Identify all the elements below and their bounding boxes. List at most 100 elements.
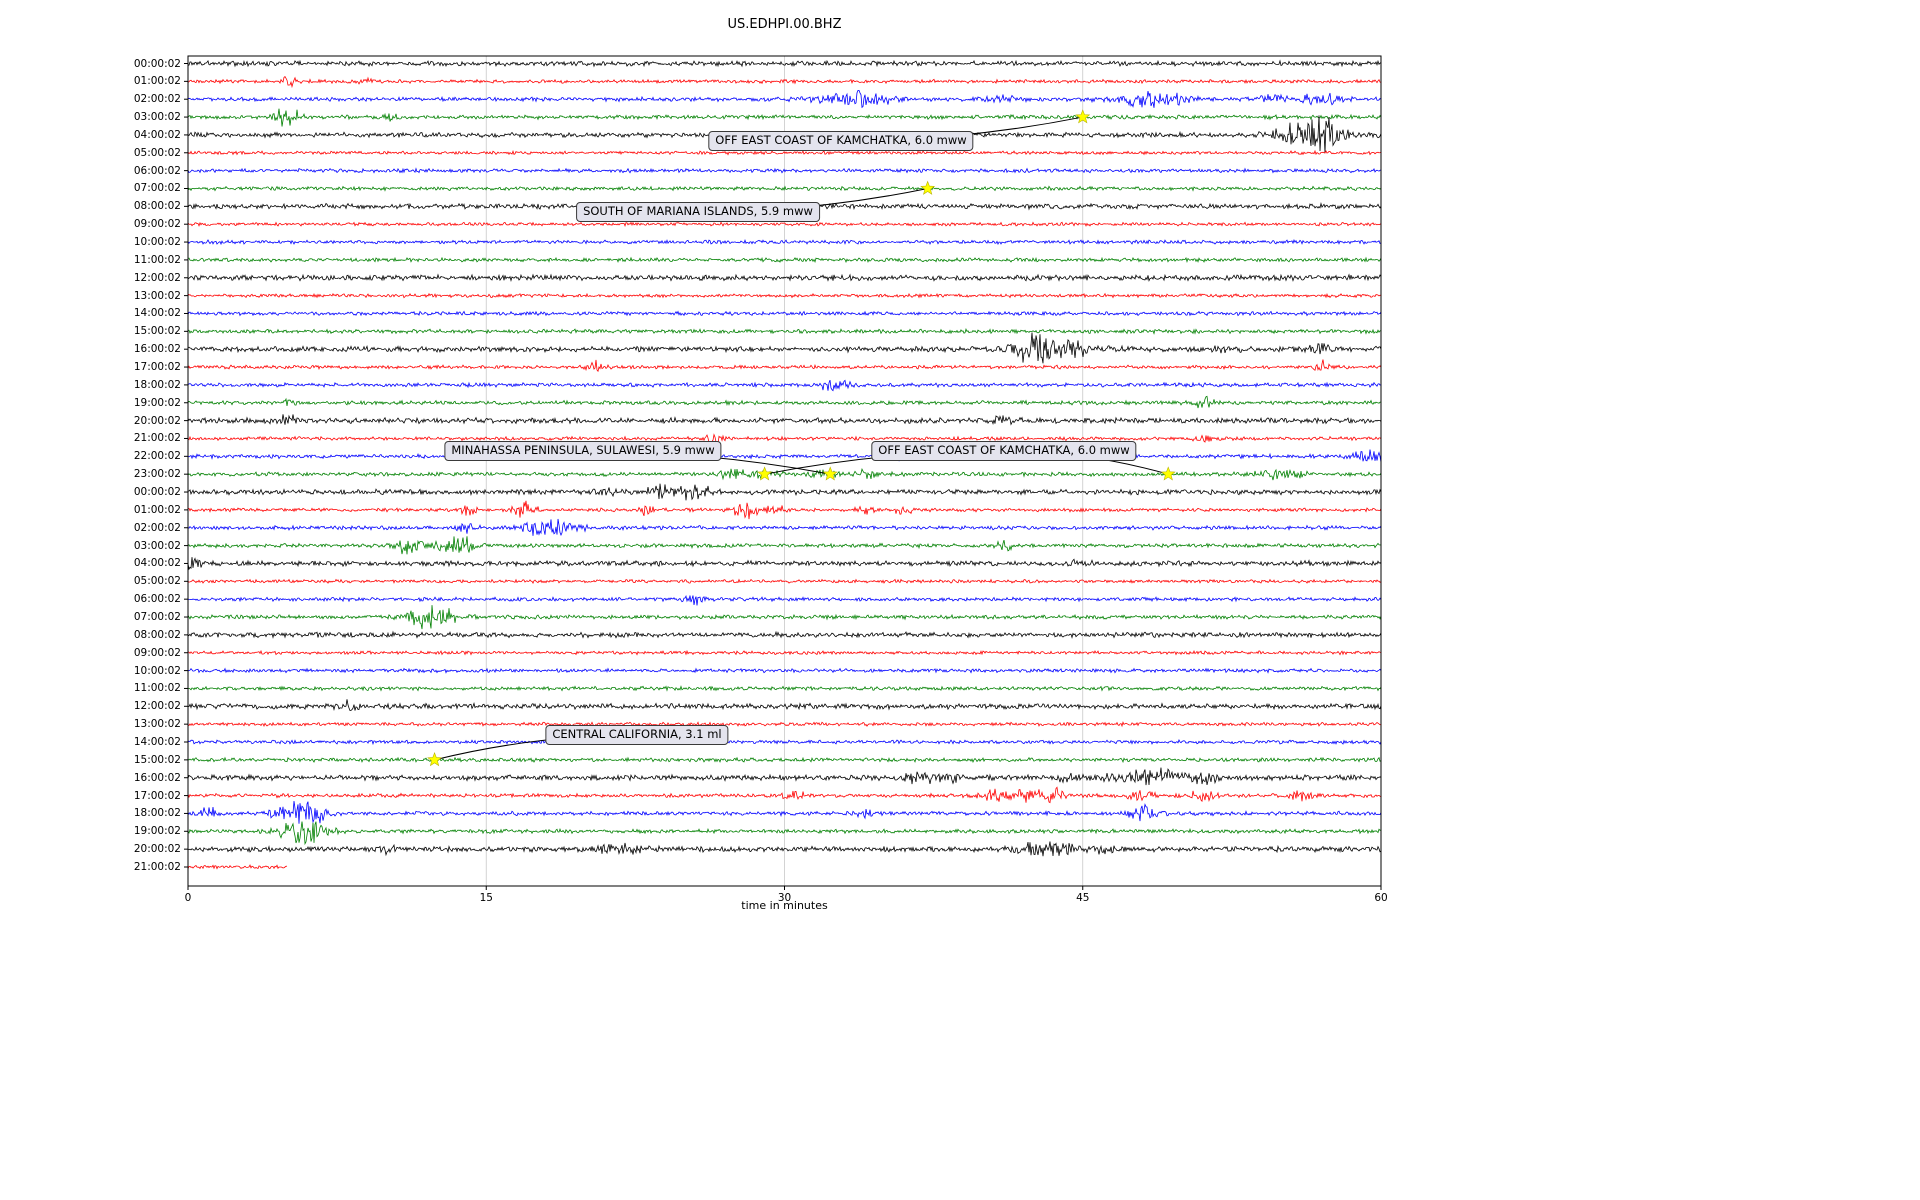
y-tick-label: 17:00:02 [133, 361, 181, 374]
seismic-trace [187, 536, 1382, 555]
seismic-trace [187, 395, 1382, 409]
y-tick-label: 22:00:02 [133, 450, 181, 463]
y-tick-label: 08:00:02 [133, 628, 181, 641]
y-tick-label: 05:00:02 [133, 146, 181, 159]
x-tick-label: 0 [184, 892, 192, 904]
y-tick-label: 09:00:02 [133, 646, 181, 659]
y-tick-label: 06:00:02 [133, 164, 181, 177]
y-tick-label: 19:00:02 [133, 396, 181, 409]
y-tick-label: 20:00:02 [133, 843, 181, 856]
y-tick-label: 14:00:02 [133, 307, 181, 320]
seismic-trace [187, 699, 1382, 712]
seismic-trace [187, 185, 1382, 192]
y-tick-label: 04:00:02 [133, 128, 181, 141]
seismic-trace [187, 310, 1382, 317]
event-annotation-0: OFF EAST COAST OF KAMCHATKA, 6.0 mww [708, 131, 974, 151]
y-tick-label: 18:00:02 [133, 378, 181, 391]
y-tick-label: 10:00:02 [133, 236, 181, 249]
seismic-trace [187, 605, 1382, 630]
x-tick-label: 15 [479, 892, 493, 904]
seismic-trace [187, 414, 1382, 426]
y-tick-label: 16:00:02 [133, 771, 181, 784]
y-tick-label: 00:00:02 [133, 486, 181, 499]
seismic-trace [187, 786, 1382, 804]
y-tick-label: 15:00:02 [133, 753, 181, 766]
y-tick-label: 21:00:02 [133, 861, 181, 873]
seismic-trace [187, 557, 1382, 571]
y-tick-label: 08:00:02 [133, 200, 181, 213]
y-tick-label: 07:00:02 [133, 182, 181, 195]
seismic-trace [187, 739, 1382, 746]
y-tick-label: 10:00:02 [133, 664, 181, 677]
y-tick-label: 06:00:02 [133, 593, 181, 606]
seismic-trace [187, 149, 1382, 156]
seismic-trace [187, 667, 1382, 674]
event-star-marker [427, 752, 443, 767]
y-tick-label: 14:00:02 [133, 736, 181, 748]
seismic-trace [187, 630, 1382, 639]
y-tick-label: 00:00:02 [133, 57, 181, 70]
y-tick-label: 03:00:02 [133, 539, 181, 552]
x-tick-label: 60 [1374, 892, 1388, 904]
seismic-trace [187, 359, 1382, 373]
y-tick-label: 16:00:02 [133, 343, 181, 356]
seismic-trace [187, 256, 1382, 263]
event-star-marker [920, 180, 936, 195]
event-star-marker [1075, 109, 1091, 124]
x-tick-label: 45 [1076, 892, 1090, 904]
seismic-trace [187, 75, 1382, 89]
seismic-trace [188, 328, 1382, 335]
seismic-trace [187, 767, 1382, 786]
y-tick-label: 09:00:02 [133, 218, 181, 231]
chart-title: US.EDHPI.00.BHZ [727, 17, 842, 32]
event-annotation-4: CENTRAL CALIFORNIA, 3.1 ml [545, 725, 729, 745]
event-annotation-2: MINAHASSA PENINSULA, SULAWESI, 5.9 mww [444, 441, 722, 461]
seismic-trace [187, 721, 1382, 728]
y-tick-label: 07:00:02 [133, 611, 181, 624]
seismic-trace [187, 595, 1382, 606]
seismic-trace [187, 449, 1382, 463]
y-tick-label: 12:00:02 [133, 700, 181, 713]
event-annotation-3: OFF EAST COAST OF KAMCHATKA, 6.0 mww [871, 441, 1137, 461]
seismic-trace [187, 332, 1382, 364]
y-tick-label: 05:00:02 [133, 575, 181, 588]
y-tick-label: 02:00:02 [133, 93, 181, 106]
seismic-trace [187, 90, 1382, 109]
seismic-trace [187, 649, 1382, 656]
seismic-trace [187, 292, 1382, 299]
y-tick-label: 21:00:02 [133, 432, 181, 445]
y-tick-label: 11:00:02 [133, 253, 181, 266]
y-tick-label: 19:00:02 [133, 825, 181, 838]
seismic-trace [187, 221, 1382, 227]
event-star-marker [757, 466, 773, 481]
y-tick-label: 13:00:02 [133, 289, 181, 302]
seismic-trace [187, 500, 1382, 520]
y-tick-label: 02:00:02 [133, 521, 181, 534]
x-tick-label: 30 [777, 892, 792, 904]
y-tick-label: 03:00:02 [133, 111, 181, 124]
y-tick-label: 01:00:02 [133, 75, 181, 88]
seismic-trace [187, 821, 1382, 846]
seismic-trace [187, 167, 1382, 174]
y-tick-label: 23:00:02 [133, 468, 181, 481]
seismic-trace [187, 800, 1382, 824]
seismic-trace [188, 685, 1382, 692]
y-tick-label: 04:00:02 [133, 557, 181, 570]
y-tick-label: 17:00:02 [133, 789, 181, 802]
event-annotation-1: SOUTH OF MARIANA ISLANDS, 5.9 mww [576, 202, 820, 222]
seismic-trace [187, 864, 288, 870]
event-star-marker [1160, 466, 1176, 481]
seismic-trace [187, 841, 1382, 857]
seismic-trace [187, 483, 1382, 501]
seismic-trace [187, 468, 1382, 481]
y-tick-label: 18:00:02 [133, 807, 181, 820]
seismic-trace [187, 273, 1382, 283]
y-tick-label: 01:00:02 [133, 503, 181, 516]
seismic-trace [187, 379, 1382, 392]
event-star-marker [822, 466, 838, 481]
x-axis-title: time in minutes [741, 899, 828, 912]
seismic-trace [187, 518, 1382, 537]
seismic-trace [187, 578, 1382, 585]
